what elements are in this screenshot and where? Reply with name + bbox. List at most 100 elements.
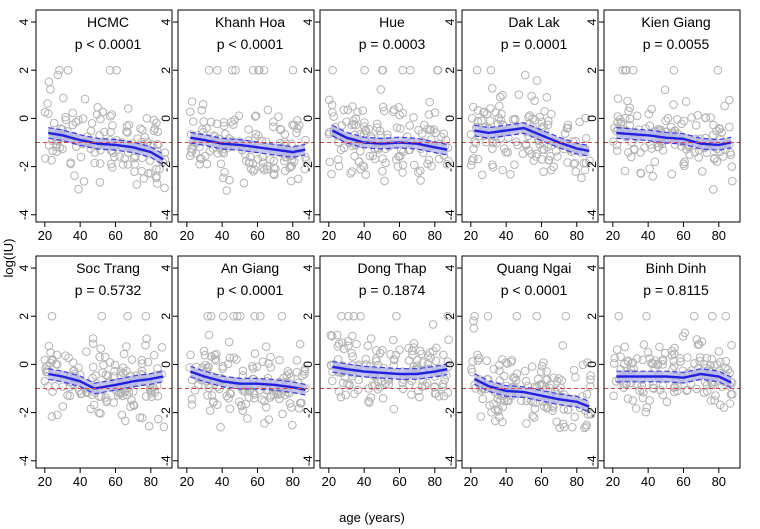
data-point: [86, 126, 96, 136]
data-point: [486, 104, 495, 113]
data-point: [141, 392, 151, 401]
data-point: [521, 140, 531, 150]
panel-pvalue: p = 0.8115: [643, 282, 709, 298]
point-cloud: [467, 311, 596, 433]
panel-title: Binh Dinh: [646, 260, 707, 276]
data-point: [120, 154, 129, 164]
data-point: [683, 353, 692, 362]
data-point: [425, 125, 435, 135]
data-point: [409, 160, 419, 170]
x-tick-label: 60: [108, 474, 122, 489]
data-point: [560, 129, 570, 138]
data-point: [438, 382, 448, 392]
data-point: [269, 117, 278, 126]
data-point: [235, 397, 244, 407]
data-point: [100, 352, 110, 362]
data-point: [88, 373, 97, 383]
data-point: [269, 156, 279, 166]
data-point: [647, 144, 657, 153]
x-tick-label: 40: [641, 228, 655, 243]
data-point: [46, 358, 55, 368]
data-point: [86, 404, 96, 414]
data-point: [292, 116, 302, 125]
data-point: [571, 167, 581, 176]
data-point: [553, 152, 562, 161]
y-tick-label: -2: [17, 407, 31, 418]
data-point: [613, 94, 623, 103]
panel-pvalue: p = 0.0003: [359, 36, 426, 52]
data-point: [360, 65, 369, 75]
data-point: [495, 360, 504, 370]
y-tick-label: -2: [585, 161, 599, 172]
data-point: [632, 111, 642, 121]
data-point: [395, 345, 404, 355]
data-point: [53, 410, 62, 420]
data-point: [142, 334, 151, 344]
data-point: [229, 353, 238, 362]
data-point: [210, 354, 220, 364]
data-point: [586, 371, 595, 380]
data-point: [539, 145, 549, 154]
data-point: [49, 118, 59, 128]
data-point: [271, 164, 280, 173]
data-point: [570, 412, 580, 422]
data-point: [105, 111, 115, 121]
x-tick-label: 40: [357, 474, 371, 489]
data-point: [727, 340, 736, 350]
data-point: [725, 95, 734, 105]
panel-title: HCMC: [87, 14, 129, 30]
data-point: [79, 177, 89, 186]
data-point: [670, 349, 679, 359]
data-point: [630, 145, 639, 155]
data-point: [196, 153, 205, 163]
data-point: [44, 77, 54, 87]
data-point: [530, 96, 540, 105]
data-point: [327, 169, 336, 179]
data-point: [358, 161, 368, 170]
fitted-trend-line: [474, 126, 590, 153]
data-point: [122, 127, 131, 136]
data-point: [198, 100, 208, 109]
data-point: [439, 350, 448, 360]
data-point: [115, 152, 124, 161]
data-point: [498, 165, 507, 175]
band-lower-edge: [616, 137, 732, 151]
data-point: [202, 159, 212, 169]
data-point: [127, 355, 137, 364]
data-point: [680, 328, 690, 338]
data-point: [203, 391, 212, 400]
data-point: [609, 391, 618, 401]
panel-frame: [461, 9, 599, 223]
data-point: [656, 385, 665, 395]
data-point: [130, 167, 139, 176]
data-point: [283, 367, 293, 376]
data-point: [349, 116, 358, 125]
y-tick-label: -4: [443, 455, 457, 466]
data-point: [123, 104, 133, 113]
data-point: [680, 157, 689, 167]
data-point: [343, 336, 353, 346]
data-point: [712, 157, 722, 166]
data-point: [160, 183, 169, 193]
data-point: [106, 127, 115, 137]
data-point: [147, 392, 156, 402]
data-point: [384, 380, 394, 389]
data-point: [581, 134, 591, 143]
data-point: [348, 102, 357, 111]
data-point: [325, 157, 335, 167]
data-point: [153, 140, 162, 149]
x-tick-label: 60: [676, 228, 690, 243]
data-point: [493, 407, 503, 416]
panel-frame: [319, 255, 457, 469]
data-point: [201, 151, 210, 161]
data-point: [535, 140, 545, 149]
data-point: [620, 359, 629, 369]
data-point: [328, 65, 337, 75]
x-tick-label: 20: [38, 228, 52, 243]
data-point: [248, 364, 258, 373]
data-point: [389, 355, 399, 364]
data-point: [294, 174, 303, 184]
